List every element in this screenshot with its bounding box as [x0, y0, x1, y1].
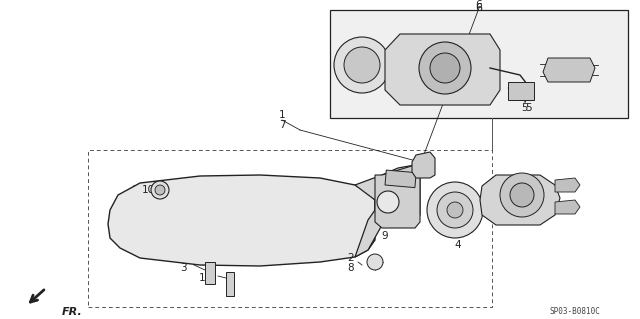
- Polygon shape: [555, 178, 580, 192]
- Text: 6: 6: [476, 3, 483, 13]
- Polygon shape: [543, 58, 595, 82]
- Bar: [385, 170, 416, 188]
- Circle shape: [437, 192, 473, 228]
- Circle shape: [151, 181, 169, 199]
- Text: 6: 6: [476, 0, 483, 10]
- Text: 1: 1: [278, 110, 285, 120]
- Text: 7: 7: [278, 120, 285, 130]
- Circle shape: [427, 182, 483, 238]
- Polygon shape: [480, 175, 560, 225]
- Circle shape: [419, 42, 471, 94]
- Polygon shape: [385, 34, 500, 105]
- Circle shape: [510, 183, 534, 207]
- Bar: [205, 262, 215, 284]
- Text: 9: 9: [381, 231, 388, 241]
- Bar: [330, 10, 628, 118]
- Polygon shape: [375, 165, 420, 228]
- Text: 12: 12: [516, 89, 530, 99]
- Text: SP03-B0810C: SP03-B0810C: [549, 308, 600, 316]
- Text: 5: 5: [525, 103, 531, 113]
- Text: 5: 5: [521, 103, 527, 113]
- Text: 8: 8: [348, 263, 355, 273]
- Text: 10: 10: [141, 185, 155, 195]
- Text: 11: 11: [198, 273, 212, 283]
- Circle shape: [334, 37, 390, 93]
- Circle shape: [500, 173, 544, 217]
- Circle shape: [447, 202, 463, 218]
- Bar: [226, 272, 234, 296]
- Polygon shape: [355, 165, 420, 257]
- Polygon shape: [108, 175, 375, 266]
- Text: 3: 3: [180, 263, 186, 273]
- Text: FR.: FR.: [62, 307, 83, 317]
- Circle shape: [430, 53, 460, 83]
- Bar: [508, 82, 534, 100]
- Circle shape: [377, 191, 399, 213]
- Text: 2: 2: [348, 253, 355, 263]
- Text: 12: 12: [515, 90, 527, 100]
- Text: 4: 4: [454, 240, 461, 250]
- Polygon shape: [555, 200, 580, 214]
- Circle shape: [344, 47, 380, 83]
- Circle shape: [367, 254, 383, 270]
- Polygon shape: [412, 152, 435, 178]
- Circle shape: [155, 185, 165, 195]
- Bar: [88, 150, 492, 307]
